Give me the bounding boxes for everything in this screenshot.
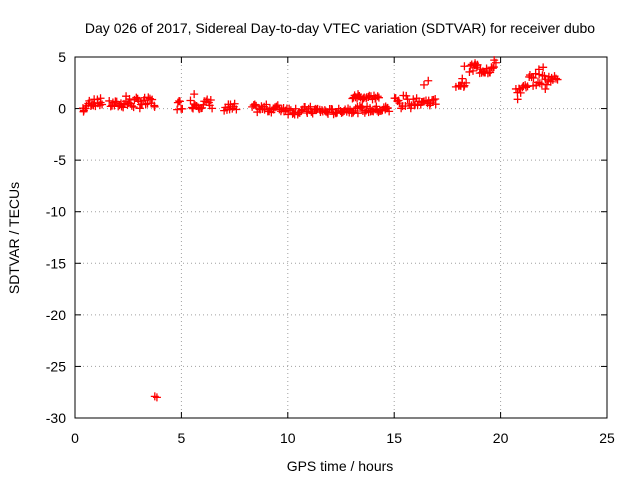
data-point — [152, 393, 161, 402]
data-point — [535, 79, 544, 88]
y-tick-label: -25 — [46, 358, 66, 374]
data-points — [78, 56, 562, 402]
data-point — [522, 83, 531, 92]
data-point — [527, 73, 536, 82]
y-tick-label: -10 — [46, 204, 66, 220]
x-axis: 0 5 10 15 20 25 — [71, 57, 615, 446]
data-point — [469, 66, 478, 75]
data-point — [228, 104, 237, 113]
data-point — [358, 95, 367, 104]
data-point — [489, 63, 498, 72]
x-tick-label: 5 — [178, 430, 186, 446]
data-point — [273, 101, 282, 110]
data-point — [344, 104, 353, 113]
y-tick-label: 0 — [58, 101, 66, 117]
data-point — [230, 99, 239, 108]
data-point — [465, 67, 474, 76]
data-point — [141, 100, 150, 109]
data-point — [250, 100, 259, 109]
data-point — [206, 95, 215, 104]
data-point — [208, 104, 217, 113]
data-point — [471, 59, 480, 68]
data-point — [349, 108, 358, 117]
data-point — [424, 76, 433, 85]
data-point — [458, 74, 467, 83]
data-point — [385, 107, 394, 116]
data-point — [513, 95, 522, 104]
data-point — [190, 90, 199, 99]
data-point — [96, 94, 105, 103]
data-point — [429, 95, 438, 104]
data-point — [173, 105, 182, 114]
chart-title: Day 026 of 2017, Sidereal Day-to-day VTE… — [85, 20, 595, 36]
data-point — [460, 62, 469, 71]
plot-frame — [74, 56, 608, 419]
x-tick-label: 25 — [599, 430, 615, 446]
data-point — [531, 69, 540, 78]
data-point — [529, 73, 538, 82]
x-tick-label: 0 — [71, 430, 79, 446]
data-point — [150, 102, 159, 111]
data-point — [354, 90, 363, 99]
data-point — [150, 392, 159, 401]
data-point — [129, 103, 138, 112]
data-point — [372, 102, 381, 111]
data-point — [306, 102, 315, 111]
data-point — [420, 97, 429, 106]
data-point — [534, 78, 543, 87]
data-point — [486, 68, 495, 77]
data-point — [490, 56, 499, 65]
y-tick-label: -5 — [54, 152, 67, 168]
data-point — [90, 95, 99, 104]
data-point — [374, 93, 383, 102]
data-point — [364, 108, 373, 117]
data-point — [353, 109, 362, 118]
data-point — [539, 63, 548, 72]
data-point — [488, 64, 497, 73]
data-point — [419, 80, 428, 89]
data-point — [308, 109, 317, 118]
data-point — [431, 100, 440, 109]
data-point — [451, 82, 460, 91]
data-point — [148, 95, 157, 104]
y-tick-label: 5 — [58, 49, 66, 65]
data-point — [232, 105, 241, 114]
y-tick-label: -20 — [46, 307, 66, 323]
x-tick-label: 15 — [386, 430, 402, 446]
data-point — [541, 84, 550, 93]
y-tick-label: -30 — [46, 410, 66, 426]
data-point — [127, 101, 136, 110]
data-point — [178, 104, 187, 113]
data-point — [373, 92, 382, 101]
x-axis-label: GPS time / hours — [287, 458, 394, 474]
data-point — [98, 100, 107, 109]
y-tick-label: -15 — [46, 255, 66, 271]
x-tick-label: 10 — [280, 430, 296, 446]
data-point — [135, 104, 144, 113]
y-axis: 5 0 -5 -10 -15 -20 -25 -30 — [46, 49, 607, 426]
data-point — [186, 96, 195, 105]
data-point — [119, 103, 128, 112]
y-axis-label: SDTVAR / TECUs — [6, 182, 22, 294]
data-point — [516, 88, 525, 97]
data-point — [381, 102, 390, 111]
data-point — [122, 92, 131, 101]
data-point — [462, 78, 471, 87]
data-point — [553, 75, 562, 84]
data-point — [409, 95, 418, 104]
data-point — [175, 97, 184, 106]
data-point — [534, 65, 543, 74]
x-tick-label: 20 — [493, 430, 509, 446]
data-point — [79, 107, 88, 116]
data-point — [262, 100, 271, 109]
data-point — [551, 74, 560, 83]
